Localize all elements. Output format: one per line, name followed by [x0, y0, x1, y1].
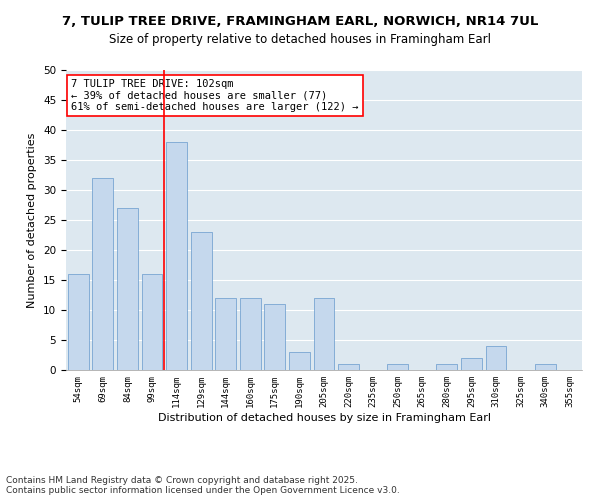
- Bar: [117, 208, 138, 370]
- Bar: [68, 274, 89, 370]
- Bar: [461, 358, 482, 370]
- Bar: [535, 364, 556, 370]
- Bar: [265, 304, 286, 370]
- Bar: [387, 364, 408, 370]
- Text: 7, TULIP TREE DRIVE, FRAMINGHAM EARL, NORWICH, NR14 7UL: 7, TULIP TREE DRIVE, FRAMINGHAM EARL, NO…: [62, 15, 538, 28]
- Bar: [240, 298, 261, 370]
- Bar: [338, 364, 359, 370]
- Bar: [92, 178, 113, 370]
- Bar: [215, 298, 236, 370]
- Bar: [314, 298, 334, 370]
- Bar: [289, 352, 310, 370]
- X-axis label: Distribution of detached houses by size in Framingham Earl: Distribution of detached houses by size …: [157, 412, 491, 422]
- Bar: [142, 274, 163, 370]
- Text: Size of property relative to detached houses in Framingham Earl: Size of property relative to detached ho…: [109, 32, 491, 46]
- Text: 7 TULIP TREE DRIVE: 102sqm
← 39% of detached houses are smaller (77)
61% of semi: 7 TULIP TREE DRIVE: 102sqm ← 39% of deta…: [71, 79, 359, 112]
- Bar: [485, 346, 506, 370]
- Bar: [436, 364, 457, 370]
- Bar: [191, 232, 212, 370]
- Bar: [166, 142, 187, 370]
- Y-axis label: Number of detached properties: Number of detached properties: [28, 132, 37, 308]
- Text: Contains HM Land Registry data © Crown copyright and database right 2025.
Contai: Contains HM Land Registry data © Crown c…: [6, 476, 400, 495]
